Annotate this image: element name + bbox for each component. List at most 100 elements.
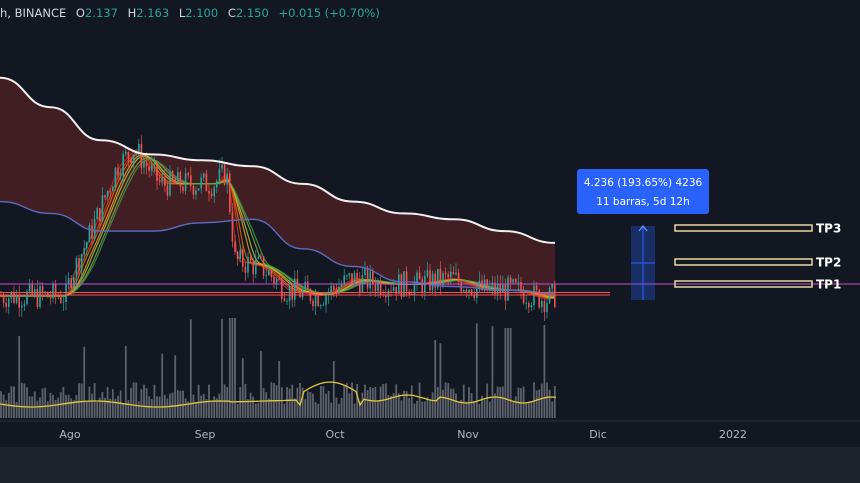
candle-body [93,219,96,239]
candle-body [96,208,98,220]
volume-bar [504,328,507,418]
candle-body [340,284,343,287]
candle-body [507,277,509,301]
candle-body [538,289,540,308]
candle-body [429,270,431,291]
volume-bar [33,391,36,418]
candle-body [0,296,2,297]
volume-bar [325,393,327,418]
candle-body [265,275,267,277]
volume-bar [221,318,223,418]
candle-body [226,173,228,185]
volume-bar [483,399,486,418]
candle-body [356,272,358,280]
candle-body [452,271,455,275]
candle-body [512,279,514,283]
candle-body [447,273,449,278]
volume-bar [327,390,330,418]
volume-bar [88,386,91,418]
candle-body [169,171,171,196]
drawing-tools: 4.236 (193.65%) 4236 11 barras, 5d 12h TP3… [577,169,841,300]
candle-body [439,268,442,285]
volume-bar [496,386,499,418]
volume-bar [390,395,392,418]
candle-body [114,167,117,187]
volume-bar [62,386,65,418]
candle-body [200,177,202,189]
volume-bar [512,402,515,418]
candle-body [431,273,434,291]
candle-body [491,282,494,287]
candle-body [530,305,533,308]
candle-body [525,303,527,304]
candle-body [304,281,306,290]
close-label: C [227,6,236,20]
candle-body [174,179,176,184]
candle-body [190,175,192,187]
candle-body [322,304,325,306]
volume-bar [78,383,80,418]
price-chart[interactable]: Ago Sep Oct Nov Dic 2022 4.236 (193.65%) 4236… [0,0,860,447]
candle-body [73,277,75,289]
volume-bar [306,391,309,418]
volume-bar [444,382,447,418]
ma-lines [0,76,556,295]
candle-body [496,283,499,294]
candle-body [364,268,366,276]
candle-body [392,286,395,291]
volume-bar [530,401,533,418]
candle-body [184,173,187,191]
candle-body [249,257,252,262]
candle-body [273,277,275,284]
volume-bar [501,386,504,418]
volume-bar [291,384,294,418]
candle-body [541,301,543,308]
volume-bar [135,382,138,418]
volume-bar [239,387,242,418]
volume-bar [405,391,408,418]
candle-body [413,282,416,295]
volume-bar [426,397,429,418]
candle-body [179,171,182,187]
candle-body [223,164,226,185]
measure-label-line2: 11 barras, 5d 12h [596,196,690,208]
volume-bar [104,397,106,418]
volume-bar [533,382,535,418]
volume-bar [356,383,359,418]
candle-body [481,280,483,291]
volume-bar [382,384,385,418]
candle-body [39,286,41,307]
volume-bar [540,383,543,418]
candle-body [148,166,150,171]
candle-body [288,286,291,301]
volume-bar [538,389,541,418]
candle-body [143,161,145,168]
candle-body [325,295,327,305]
volume-bar [397,393,400,418]
volume-bar [15,401,18,418]
candle-body [119,175,122,177]
symbol-timeframe: h, BINANCE [0,6,67,20]
x-tick-label: Ago [59,428,81,441]
volume-bar [335,397,338,418]
volume-bar [462,384,465,418]
candle-body [15,294,18,303]
volume-bar [314,402,317,418]
volume-bar [475,323,478,418]
target-box-tp3 [674,224,813,232]
low-value: 2.100 [185,6,219,20]
volume-bar [54,399,57,418]
candle-body [104,195,106,198]
candle-body [75,258,78,278]
volume-bar [338,403,340,418]
candle-body [151,164,153,171]
candle-body [101,195,104,222]
candle-body [387,290,390,298]
volume-bar [369,386,372,418]
candle-body [78,258,80,272]
volume-bar [111,389,114,418]
x-tick-label: 2022 [719,428,747,441]
candle-body [244,266,247,273]
volume-bar [70,398,73,418]
volume-bar [202,393,205,418]
